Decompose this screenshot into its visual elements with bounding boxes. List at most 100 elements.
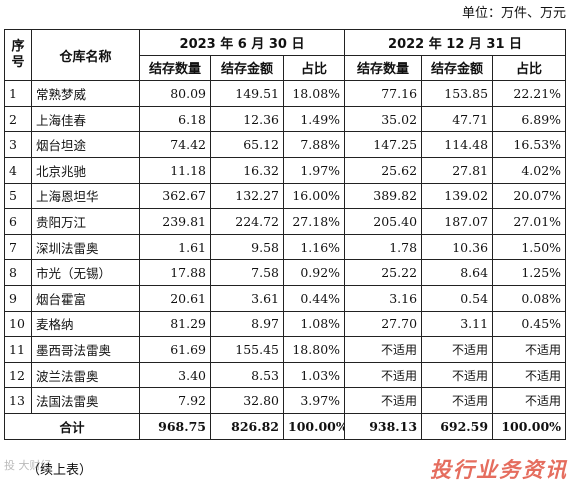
row-ratio-2022: 20.07% (492, 182, 567, 210)
row-index: 12 (4, 361, 32, 389)
row-amount-2023: 149.51 (210, 80, 284, 107)
row-qty-2022: 不适用 (344, 336, 423, 363)
row-ratio-2023: 0.44% (282, 284, 346, 312)
row-ratio-2022: 不适用 (492, 361, 567, 389)
row-ratio-2023: 16.00% (282, 182, 346, 210)
header-index: 序号 (4, 28, 32, 82)
row-qty-2023: 81.29 (139, 310, 211, 338)
row-qty-2022: 不适用 (344, 361, 423, 389)
total-qty-2023: 968.75 (139, 412, 211, 440)
row-amount-2022: 10.36 (421, 233, 494, 261)
row-ratio-2022: 16.53% (492, 131, 567, 158)
row-ratio-2022: 不适用 (492, 336, 567, 363)
table-row: 8 市光（无锡） 17.88 7.58 0.92% 25.22 8.64 1.25% (4, 259, 567, 286)
row-ratio-2022: 1.25% (492, 259, 567, 286)
row-ratio-2023: 27.18% (282, 208, 346, 235)
row-ratio-2023: 1.08% (282, 310, 346, 338)
row-ratio-2023: 18.80% (282, 336, 346, 363)
row-qty-2022: 25.22 (344, 259, 423, 286)
row-qty-2022: 389.82 (344, 182, 423, 210)
row-qty-2022: 不适用 (344, 387, 423, 414)
row-ratio-2022: 1.50% (492, 233, 567, 261)
table-row: 7 深圳法雷奥 1.61 9.58 1.16% 1.78 10.36 1.50% (4, 233, 567, 261)
row-amount-2023: 9.58 (210, 233, 284, 261)
row-warehouse: 常熟梦威 (31, 80, 140, 107)
header-period-2023: 2023 年 6 月 30 日 (138, 29, 346, 56)
row-ratio-2023: 1.03% (282, 361, 346, 389)
header-row-1: 序号 仓库名称 2023 年 6 月 30 日 2022 年 12 月 31 日 (4, 28, 567, 82)
row-amount-2023: 12.36 (210, 105, 284, 133)
row-amount-2022: 153.85 (421, 80, 494, 107)
row-ratio-2022: 0.08% (492, 284, 567, 312)
row-warehouse: 深圳法雷奥 (31, 233, 140, 261)
total-qty-2022: 938.13 (344, 412, 423, 440)
inventory-table: 序号 仓库名称 2023 年 6 月 30 日 2022 年 12 月 31 日… (4, 28, 567, 440)
row-amount-2022: 114.48 (421, 131, 494, 158)
row-qty-2022: 3.16 (344, 284, 423, 312)
row-qty-2022: 27.70 (344, 310, 423, 338)
row-index: 2 (4, 105, 32, 133)
row-ratio-2023: 1.16% (282, 233, 346, 261)
row-ratio-2023: 3.97% (282, 387, 346, 414)
row-amount-2023: 32.80 (210, 387, 284, 414)
row-warehouse: 北京兆驰 (31, 156, 140, 184)
row-qty-2023: 61.69 (139, 336, 211, 363)
row-warehouse: 上海恩坦华 (31, 182, 140, 210)
row-index: 6 (4, 208, 32, 235)
row-amount-2023: 16.32 (210, 156, 284, 184)
row-qty-2023: 239.81 (139, 208, 211, 235)
row-qty-2022: 25.62 (344, 156, 423, 184)
continued-note: （续上表） (27, 463, 93, 478)
row-warehouse: 贵阳万江 (31, 208, 140, 235)
row-qty-2022: 205.40 (344, 208, 423, 235)
row-qty-2022: 77.16 (344, 80, 423, 107)
row-qty-2023: 20.61 (139, 284, 211, 312)
row-ratio-2022: 不适用 (492, 387, 567, 414)
row-qty-2023: 1.61 (139, 233, 211, 261)
table-row: 3 烟台坦途 74.42 65.12 7.88% 147.25 114.48 16.53% (4, 131, 567, 158)
row-amount-2023: 8.53 (210, 361, 284, 389)
row-amount-2023: 7.58 (210, 259, 284, 286)
row-index: 7 (4, 233, 32, 261)
row-index: 9 (4, 284, 32, 312)
row-amount-2022: 187.07 (421, 208, 494, 235)
total-ratio-2022: 100.00% (492, 412, 567, 440)
table-row: 12 波兰法雷奥 3.40 8.53 1.03% 不适用 不适用 不适用 (4, 361, 567, 389)
header-row-2: 结存数量 结存金额 占比 结存数量 结存金额 占比 (5, 54, 567, 82)
row-warehouse: 烟台坦途 (31, 131, 140, 158)
row-index: 3 (4, 131, 32, 158)
table-row: 11 墨西哥法雷奥 61.69 155.45 18.80% 不适用 不适用 不适用 (4, 336, 567, 363)
row-warehouse: 上海佳春 (31, 105, 140, 133)
row-index: 10 (4, 310, 32, 338)
header-qty-2022: 结存数量 (344, 54, 423, 82)
row-index: 8 (4, 259, 32, 286)
row-amount-2023: 224.72 (210, 208, 284, 235)
header-warehouse: 仓库名称 (31, 28, 140, 82)
row-ratio-2023: 7.88% (282, 131, 346, 158)
row-warehouse: 市光（无锡） (31, 259, 140, 286)
table-row: 1 常熟梦威 80.09 149.51 18.08% 77.16 153.85 22.21% (4, 80, 567, 107)
row-warehouse: 麦格纳 (31, 310, 140, 338)
header-amount-2023: 结存金额 (210, 54, 284, 82)
table-body: 1 常熟梦威 80.09 149.51 18.08% 77.16 153.85 22.21% 2… (4, 80, 567, 414)
row-amount-2023: 155.45 (210, 336, 284, 363)
row-amount-2022: 3.11 (421, 310, 494, 338)
row-ratio-2022: 27.01% (492, 208, 567, 235)
row-qty-2023: 17.88 (139, 259, 211, 286)
row-ratio-2022: 0.45% (492, 310, 567, 338)
row-amount-2022: 47.71 (421, 105, 494, 133)
row-index: 13 (4, 387, 32, 414)
row-qty-2022: 35.02 (344, 105, 423, 133)
row-amount-2022: 27.81 (421, 156, 494, 184)
row-index: 4 (4, 156, 32, 184)
unit-label: 单位：万件、万元 (461, 6, 566, 21)
row-amount-2022: 0.54 (421, 284, 494, 312)
total-label: 合计 (4, 412, 140, 440)
row-index: 5 (4, 182, 32, 210)
row-qty-2023: 74.42 (139, 131, 211, 158)
table-row: 4 北京兆驰 11.18 16.32 1.97% 25.62 27.81 4.02% (4, 156, 567, 184)
row-qty-2023: 3.40 (139, 361, 211, 389)
row-amount-2023: 65.12 (210, 131, 284, 158)
row-amount-2023: 8.97 (210, 310, 284, 338)
row-ratio-2023: 18.08% (282, 80, 346, 107)
